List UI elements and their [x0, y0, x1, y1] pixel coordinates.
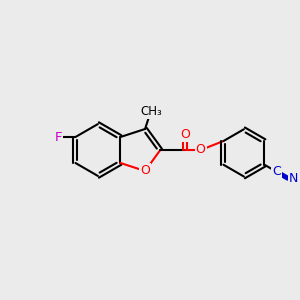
Text: F: F: [54, 130, 62, 143]
Text: O: O: [180, 128, 190, 141]
Text: C: C: [272, 165, 281, 178]
Text: O: O: [140, 164, 150, 178]
Text: O: O: [196, 143, 206, 157]
Text: N: N: [289, 172, 298, 185]
Text: CH₃: CH₃: [140, 105, 162, 118]
